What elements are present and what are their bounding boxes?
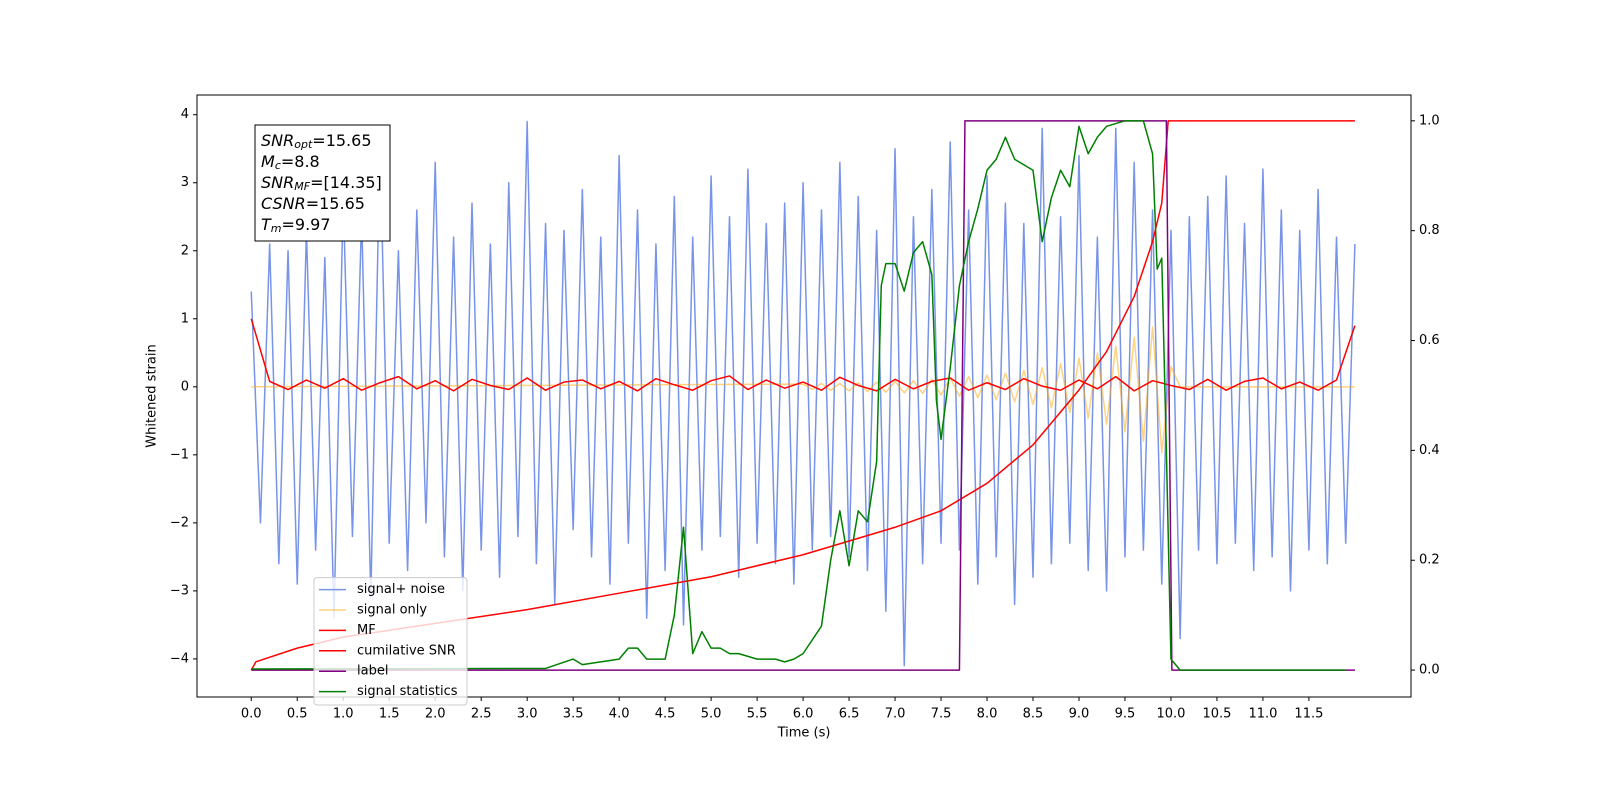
y-tick-label: −1 [170,447,189,462]
y-tick-label: 4 [181,107,189,122]
y-tick-label: 0 [181,379,189,394]
x-tick-label: 6.5 [839,707,860,722]
info-line: Tm=9.97 [261,215,331,236]
series-line [250,120,1356,667]
info-value: =8.8 [281,152,320,171]
info-value: =15.65 [306,194,365,213]
y2-tick-label: 1.0 [1419,113,1440,128]
legend-label: signal+ noise [357,582,445,597]
info-subscript: c [275,159,281,172]
series-line [250,318,1356,392]
x-tick-label: 8.5 [1023,707,1044,722]
info-subscript: MF [294,180,310,193]
info-symbol: SNR [261,131,294,150]
info-symbol: M [261,152,275,171]
x-tick-label: 5.5 [747,707,768,722]
info-box: SNRopt=15.65Mc=8.8SNRMF=[14.35]CSNR=15.6… [254,124,391,242]
y-tick-label: 3 [181,175,189,190]
x-tick-label: 4.0 [609,707,630,722]
info-subscript: opt [294,138,313,151]
info-line: Mc=8.8 [261,152,320,173]
info-line: CSNR=15.65 [261,194,365,213]
series-line [251,326,1355,454]
legend-frame [313,577,468,706]
info-line: SNRopt=15.65 [261,131,372,152]
y2-tick-label: 0.4 [1419,443,1440,458]
axes-frame [196,94,1412,698]
x-tick-label: 3.0 [517,707,538,722]
x-tick-label: 0.0 [241,707,262,722]
x-tick-label: 9.0 [1069,707,1090,722]
legend-label: MF [357,623,376,638]
x-tick-label: 7.0 [885,707,906,722]
legend: signal+ noise signal only MF cumilative SNR… [313,577,468,706]
x-tick-label: 4.5 [655,707,676,722]
legend-label: label [357,664,388,679]
x-tick-label: 6.0 [793,707,814,722]
info-symbol: CSNR [261,194,306,213]
x-tick-label: 2.5 [471,707,492,722]
info-value: =15.65 [312,131,371,150]
y-tick-label: −4 [170,651,189,666]
y-tick-label: −2 [170,515,189,530]
y2-tick-label: 0.6 [1419,333,1440,348]
x-tick-label: 10.0 [1156,707,1185,722]
y2-tick-label: 0.0 [1419,663,1440,678]
x-tick-label: 2.0 [425,707,446,722]
x-tick-label: 11.0 [1248,707,1277,722]
x-tick-label: 0.5 [287,707,308,722]
x-tick-label: 11.5 [1294,707,1323,722]
y-tick-label: 2 [181,243,189,258]
info-value: =9.97 [282,215,331,234]
series-line [251,120,1346,671]
info-symbol: SNR [261,173,294,192]
x-tick-label: 3.5 [563,707,584,722]
x-tick-label: 7.5 [931,707,952,722]
info-box-frame [254,124,391,242]
x-tick-label: 8.0 [977,707,998,722]
x-tick-label: 9.5 [1115,707,1136,722]
x-axis-label: Time (s) [777,726,831,741]
info-line: SNRMF=[14.35] [261,173,382,194]
x-tick-label: 1.0 [333,707,354,722]
y-tick-label: 1 [181,311,189,326]
x-tick-label: 1.5 [379,707,400,722]
info-symbol: T [261,215,272,234]
axes: 0.0 0.5 1.0 1.5 2.0 2.5 3.0 3.5 4.0 4.5 5.0 5.5 6.0 6… [170,107,1440,721]
y2-tick-label: 0.2 [1419,553,1440,568]
y-axis-label: Whitened strain [145,344,160,447]
legend-label: signal statistics [357,684,458,699]
y2-tick-label: 0.8 [1419,223,1440,238]
info-value: =[14.35] [310,173,382,192]
info-subscript: m [271,222,282,235]
x-tick-label: 5.0 [701,707,722,722]
y-tick-label: −3 [170,583,189,598]
legend-label: signal only [357,603,427,618]
legend-label: cumilative SNR [357,643,456,658]
x-tick-label: 10.5 [1202,707,1231,722]
